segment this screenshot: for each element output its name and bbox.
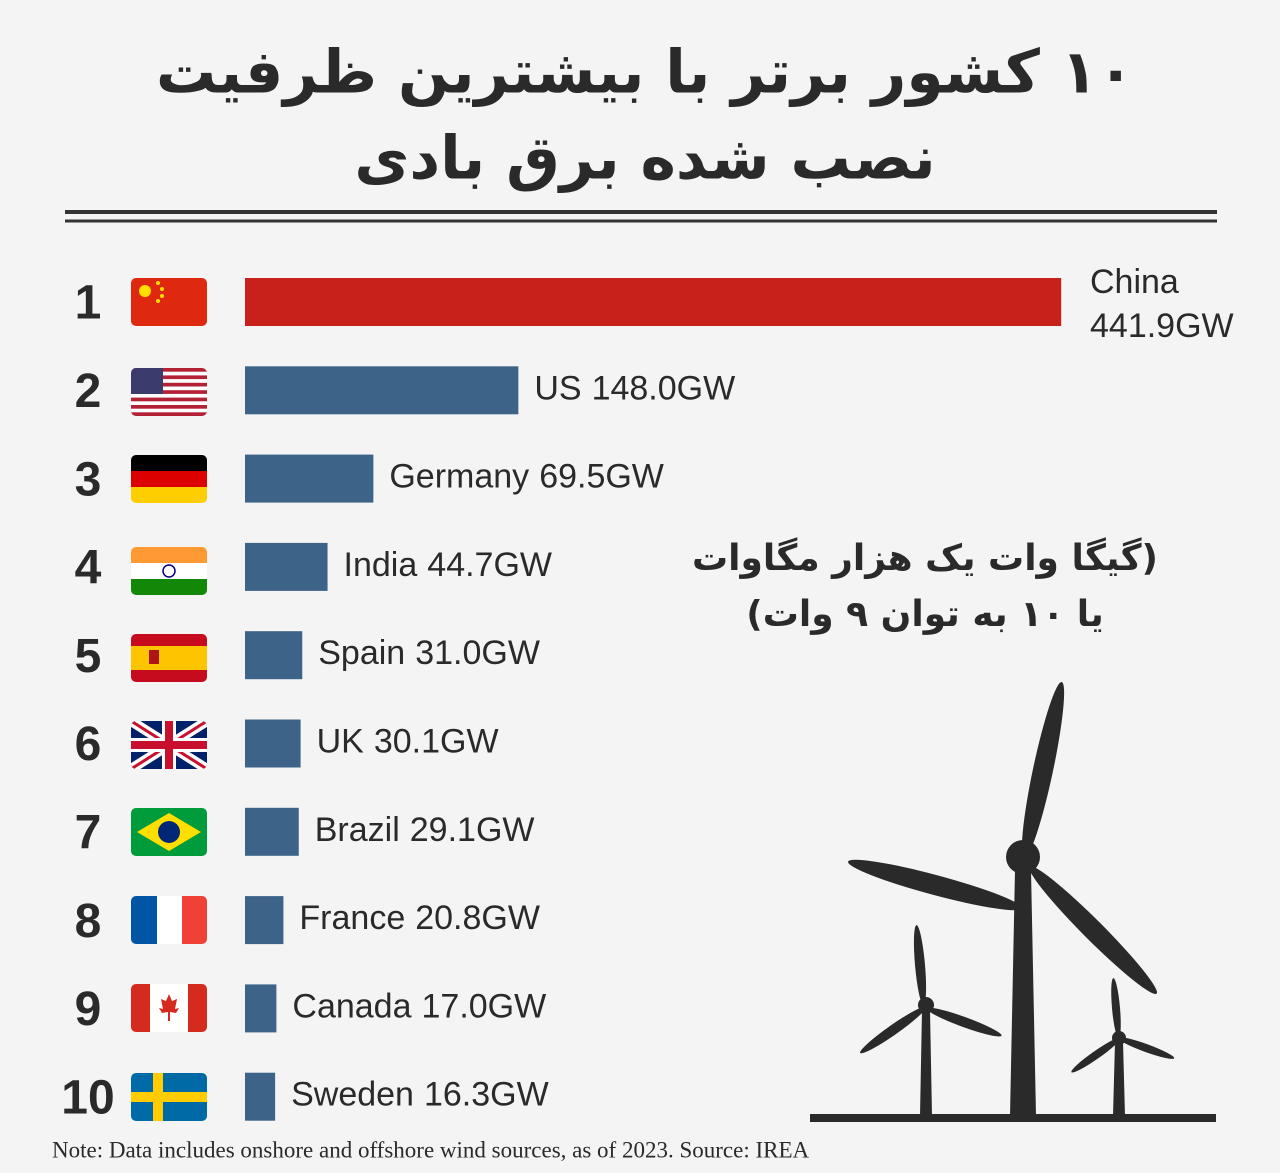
category-label: UK bbox=[317, 722, 365, 760]
note: Note: Data includes onshore and offshore… bbox=[52, 1137, 810, 1162]
bar-label: Sweden 16.3GW bbox=[291, 1076, 549, 1114]
bar bbox=[245, 366, 519, 415]
bar-label: US 148.0GW bbox=[534, 369, 735, 407]
bar bbox=[245, 542, 328, 591]
rank: 10 bbox=[61, 1071, 114, 1124]
bar bbox=[245, 1072, 276, 1121]
annotation: (گیگا وات یک هزار مگاوات bbox=[692, 537, 1158, 579]
value-label: 148.0GW bbox=[592, 369, 736, 407]
rank: 8 bbox=[75, 895, 102, 948]
category-label: China bbox=[1090, 263, 1179, 301]
category-label: Spain bbox=[318, 634, 405, 672]
bar bbox=[245, 631, 303, 680]
rank: 7 bbox=[75, 806, 102, 859]
value-label: 31.0GW bbox=[415, 634, 540, 672]
category-label: India bbox=[344, 546, 418, 584]
title-line: ۱۰ کشور برتر با بیشترین ظرفیت bbox=[156, 38, 1134, 108]
rank: 5 bbox=[75, 630, 102, 683]
flags bbox=[131, 278, 207, 1121]
bar-label: UK 30.1GW bbox=[317, 722, 499, 760]
rank: 6 bbox=[75, 718, 102, 771]
category-label: France bbox=[299, 899, 405, 937]
bar-label: France 20.8GW bbox=[299, 899, 540, 937]
value-label: 16.3GW bbox=[424, 1076, 549, 1114]
bar bbox=[245, 454, 374, 503]
category-label: US bbox=[534, 369, 581, 407]
value-label: 17.0GW bbox=[422, 987, 547, 1025]
title-line: نصب شده برق بادی bbox=[354, 124, 935, 194]
value-label: 69.5GW bbox=[539, 458, 664, 496]
bar bbox=[245, 278, 1062, 326]
rank: 3 bbox=[75, 453, 102, 506]
rank: 2 bbox=[75, 365, 102, 418]
value-label: 29.1GW bbox=[410, 811, 535, 849]
value-label: 441.9GW bbox=[1090, 307, 1234, 345]
rank: 1 bbox=[75, 277, 102, 330]
value-label: 20.8GW bbox=[415, 899, 540, 937]
category-label: Brazil bbox=[315, 811, 400, 849]
bar-label: India 44.7GW bbox=[344, 546, 552, 584]
bar bbox=[245, 984, 277, 1033]
bar bbox=[245, 719, 301, 768]
rank: 4 bbox=[75, 542, 102, 595]
category-label: Germany bbox=[389, 458, 529, 496]
wind-turbines bbox=[810, 681, 1216, 1122]
rank: 9 bbox=[75, 983, 102, 1036]
category-label: Canada bbox=[292, 987, 411, 1025]
value-label: 30.1GW bbox=[374, 722, 499, 760]
bar-label: Germany 69.5GW bbox=[389, 458, 664, 496]
bar-label: Brazil 29.1GW bbox=[315, 811, 535, 849]
bar bbox=[245, 896, 284, 945]
category-label: Sweden bbox=[291, 1076, 414, 1114]
bar bbox=[245, 807, 299, 856]
bar-label: Canada 17.0GW bbox=[292, 987, 546, 1025]
bar-label: Spain 31.0GW bbox=[318, 634, 540, 672]
value-label: 44.7GW bbox=[427, 546, 552, 584]
annotation: یا ۱۰ به توان ۹ وات) bbox=[746, 594, 1104, 635]
